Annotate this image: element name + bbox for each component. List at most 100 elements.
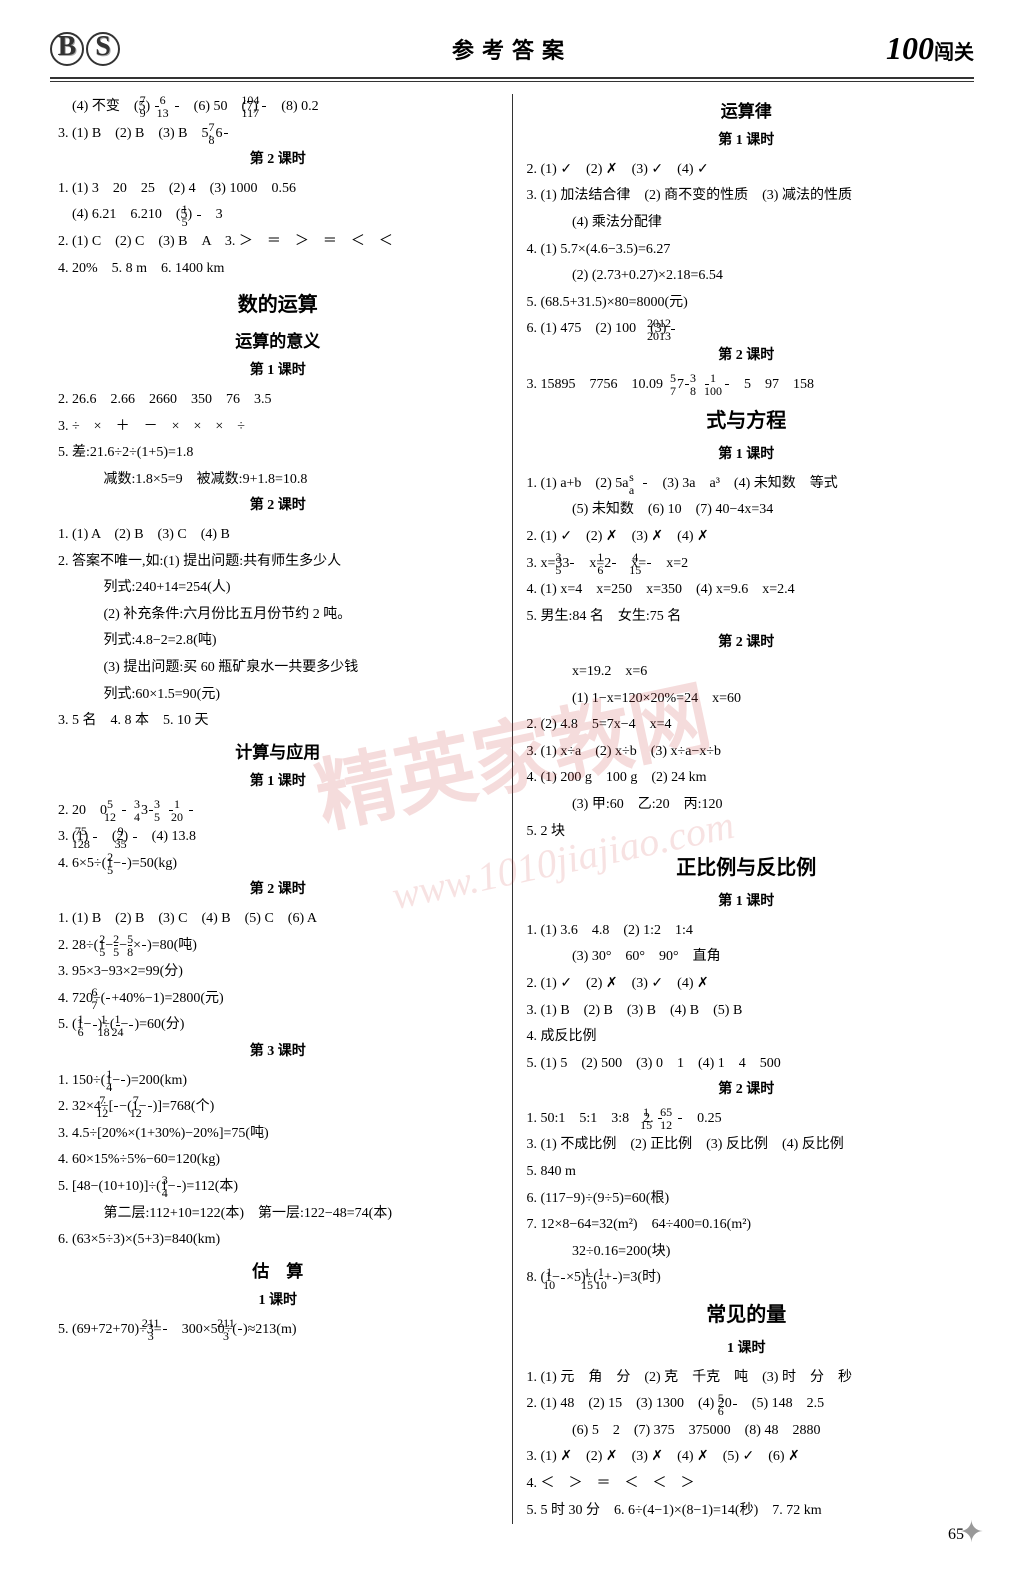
fraction: 34	[149, 798, 153, 823]
fraction: 57	[685, 372, 689, 397]
answer-line: 减数:1.8×5=9 被减数:9+1.8=10.8	[58, 467, 498, 494]
answer-line: 1. (1) 元 角 分 (2) 克 千克 吨 (3) 时 分 秒	[527, 1365, 967, 1392]
answer-line: 1. (1) B (2) B (3) C (4) B (5) C (6) A	[58, 906, 498, 933]
lesson-heading: 第 2 课时	[58, 877, 498, 904]
lesson-heading: 第 2 课时	[527, 1077, 967, 1104]
section-heading: 式与方程	[527, 402, 967, 440]
answer-line: 列式:240+14=254(人)	[58, 575, 498, 602]
fraction: 935	[133, 825, 137, 850]
fraction: 415	[647, 551, 651, 576]
fraction: 35	[570, 551, 574, 576]
answer-line: 3. (1) 不成比例 (2) 正比例 (3) 反比例 (4) 反比例	[527, 1132, 967, 1159]
page-header: BS 参考答案 100闯关	[50, 30, 974, 67]
answer-line: (4) 6.21 6.210 (5) 15 3	[58, 202, 498, 229]
page-title: 参考答案	[452, 33, 572, 65]
fraction: 120	[189, 798, 193, 823]
fraction: 6512	[678, 1106, 682, 1131]
answer-line: 列式:60×1.5=90(元)	[58, 682, 498, 709]
lesson-heading: 第 2 课时	[58, 147, 498, 174]
fraction: 712	[114, 1094, 118, 1119]
subsection-heading: 运算的意义	[58, 326, 498, 358]
answer-line: 32÷0.16=200(块)	[527, 1239, 967, 1266]
answer-line: 4. 20% 5. 8 m 6. 1400 km	[58, 256, 498, 283]
answer-line: 3. (1) 加法结合律 (2) 商不变的性质 (3) 减法的性质	[527, 183, 967, 210]
answer-line: 2. (1) ✓ (2) ✗ (3) ✗ (4) ✗	[527, 524, 967, 551]
subsection-heading: 估 算	[58, 1256, 498, 1288]
divider	[50, 77, 974, 79]
answer-line: 5. 差:21.6÷2÷(1+5)=1.8	[58, 440, 498, 467]
answer-line: 3. 15895 7756 10.09 757 38 1100 5 97 158	[527, 372, 967, 399]
section-heading: 正比例与反比例	[527, 849, 967, 887]
answer-line: 1. (1) A (2) B (3) C (4) B	[58, 522, 498, 549]
answer-line: 5. 2 块	[527, 819, 967, 846]
answer-line: 3. 5 名 4. 8 本 5. 10 天	[58, 708, 498, 735]
fraction: 2113	[163, 1317, 167, 1342]
fraction: 124	[129, 1013, 133, 1038]
answer-line: 3. (1) ✗ (2) ✗ (3) ✗ (4) ✗ (5) ✓ (6) ✗	[527, 1444, 967, 1471]
fraction: 104117	[262, 94, 266, 119]
answer-line: 3. 4.5÷[20%×(1+30%)−20%]=75(吨)	[58, 1121, 498, 1148]
lesson-heading: 第 1 课时	[527, 889, 967, 916]
answer-line: (3) 甲:60 乙:20 丙:120	[527, 792, 967, 819]
answer-line: 4. (1) x=4 x=250 x=350 (4) x=9.6 x=2.4	[527, 577, 967, 604]
answer-line: 6. (63×5÷3)×(5+3)=840(km)	[58, 1227, 498, 1254]
answer-line: 3. (1) x÷a (2) x÷b (3) x÷a−x÷b	[527, 739, 967, 766]
answer-line: 2. 20 0 512 334 35 120	[58, 798, 498, 825]
answer-line: 3. 95×3−93×2=99(分)	[58, 959, 498, 986]
answer-line: 6. (117−9)÷(9÷5)=60(根)	[527, 1186, 967, 1213]
answer-line: (4) 乘法分配律	[527, 210, 967, 237]
fraction: 20122013	[671, 317, 675, 342]
lesson-heading: 1 课时	[58, 1288, 498, 1315]
left-column: (4) 不变 (5) 79 613 (6) 50 (7) 104117 (8) …	[50, 94, 513, 1524]
answer-line: 5. 840 m	[527, 1159, 967, 1186]
answer-line: (2) 补充条件:六月份比五月份节约 2 吨。	[58, 602, 498, 629]
section-heading: 数的运算	[58, 286, 498, 324]
fraction: 16	[612, 551, 616, 576]
answer-line: 3. (1) B (2) B (3) B 5. 678	[58, 121, 498, 148]
fraction: 712	[148, 1094, 152, 1119]
answer-line: 4. 720÷(67+40%−1)=2800(元)	[58, 986, 498, 1013]
answer-line: x=19.2 x=6	[527, 659, 967, 686]
answer-line: 5. 5 时 30 分 6. 6÷(4−1)×(8−1)=14(秒) 7. 72…	[527, 1498, 967, 1525]
lesson-heading: 第 2 课时	[58, 493, 498, 520]
answer-line: 2. (1) 48 (2) 15 (3) 1300 (4) 2056 (5) 1…	[527, 1391, 967, 1418]
fraction: 15	[197, 203, 201, 228]
fraction: 58	[142, 933, 146, 958]
answer-line: 2. 26.6 2.66 2660 350 76 3.5	[58, 387, 498, 414]
fraction: 78	[224, 121, 228, 146]
answer-line: 8. (1−110×5)÷(115+110)=3(时)	[527, 1265, 967, 1292]
fraction: 2113	[238, 1317, 242, 1342]
lesson-heading: 第 3 课时	[58, 1039, 498, 1066]
bs-s: S	[86, 32, 120, 66]
answer-line: 1. (1) 3.6 4.8 (2) 1:2 1:4	[527, 918, 967, 945]
fraction: sa	[643, 471, 647, 496]
subsection-heading: 计算与应用	[58, 737, 498, 769]
answer-line: 5. [48−(10+10)]÷(1−34)=112(本)	[58, 1174, 498, 1201]
answer-line: 2. 28÷(1−25−25×58)=80(吨)	[58, 933, 498, 960]
lesson-heading: 1 课时	[527, 1336, 967, 1363]
brand-text: 闯关	[934, 42, 974, 64]
fraction: 14	[121, 1068, 125, 1093]
fraction: 512	[122, 798, 126, 823]
two-columns: (4) 不变 (5) 79 613 (6) 50 (7) 104117 (8) …	[50, 94, 974, 1524]
answer-line: 1. (1) a+b (2) 5a sa (3) 3a a³ (4) 未知数 等…	[527, 471, 967, 498]
answer-line: 1. (1) 3 20 25 (2) 4 (3) 1000 0.56	[58, 176, 498, 203]
lesson-heading: 第 1 课时	[527, 128, 967, 155]
answer-line: 2. 32×4÷[712−(1−712)]=768(个)	[58, 1094, 498, 1121]
subsection-heading: 运算律	[527, 96, 967, 128]
fraction: 110	[613, 1266, 617, 1291]
answer-line: (5) 未知数 (6) 10 (7) 40−4x=34	[527, 497, 967, 524]
answer-line: 2. (1) ✓ (2) ✗ (3) ✓ (4) ✓	[527, 157, 967, 184]
lesson-heading: 第 1 课时	[527, 442, 967, 469]
answer-line: 5. (1−16)÷(118−124)=60(分)	[58, 1012, 498, 1039]
answer-line: 4. (1) 5.7×(4.6−3.5)=6.27	[527, 237, 967, 264]
answer-line: 3. (1) B (2) B (3) B (4) B (5) B	[527, 998, 967, 1025]
fraction: 1100	[725, 372, 729, 397]
fraction: 75128	[93, 825, 97, 850]
answer-line: 4. ＜ ＞ ＝ ＜ ＜ ＞	[527, 1471, 967, 1498]
answer-line: 6. (1) 475 (2) 100 (3) 20122013	[527, 316, 967, 343]
fraction: 56	[733, 1392, 737, 1417]
answer-line: 1. 150÷(1−14)=200(km)	[58, 1068, 498, 1095]
answer-line: 1. 50:1 5:1 3:8 2. 115 6512 0.25	[527, 1106, 967, 1133]
answer-line: 5. 男生:84 名 女生:75 名	[527, 604, 967, 631]
